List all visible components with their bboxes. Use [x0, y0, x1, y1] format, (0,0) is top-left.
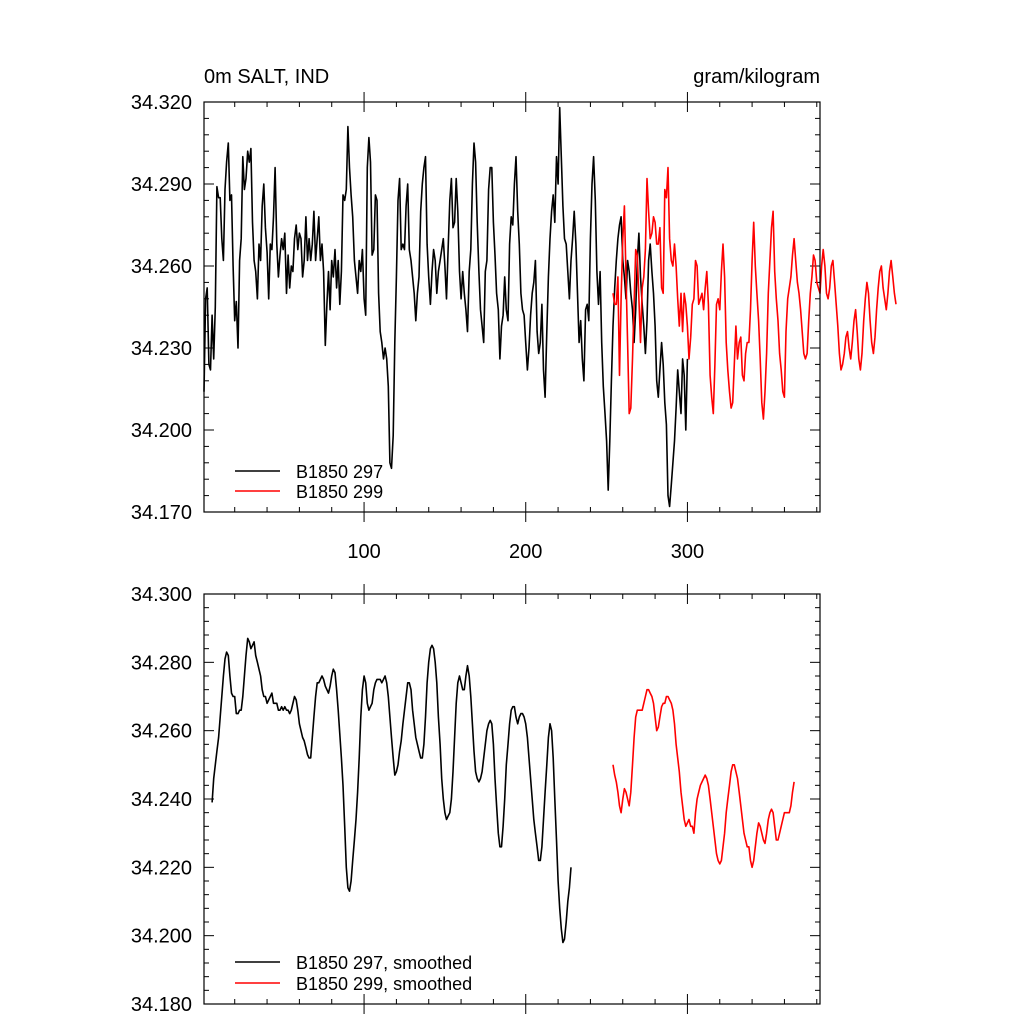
- chart-units: gram/kilogram: [693, 66, 820, 88]
- chart-title: 0m SALT, IND: [204, 66, 329, 88]
- y-tick-label: 34.180: [131, 994, 192, 1016]
- bottom-legend: B1850 297, smoothed B1850 299, smoothed: [235, 953, 472, 994]
- y-tick-label: 34.200: [131, 926, 192, 948]
- legend-label-b1850-299: B1850 299: [296, 482, 383, 502]
- y-tick-label: 34.170: [131, 502, 192, 524]
- bottom-series-line-b1850-297-smoothed: [211, 637, 572, 944]
- x-tick-label: 200: [509, 541, 542, 563]
- bottom-axis-ticks: 34.300 34.280 34.260 34.240 34.220 34.200 34.1…: [131, 584, 820, 1016]
- top-series-lines: [203, 106, 897, 508]
- x-tick-label: 300: [671, 541, 704, 563]
- y-tick-label: 34.290: [131, 174, 192, 196]
- y-tick-label: 34.300: [131, 584, 192, 606]
- y-tick-label: 34.320: [131, 92, 192, 114]
- legend-label-b1850-297-smoothed: B1850 297, smoothed: [296, 953, 472, 973]
- bottom-plot-frame: [203, 593, 821, 1005]
- y-tick-label: 34.280: [131, 652, 192, 674]
- y-tick-label: 34.240: [131, 789, 192, 811]
- y-tick-label: 34.200: [131, 420, 192, 442]
- top-axis-ticks: 34.320 34.290 34.260 34.230 34.200 34.170 100 2…: [131, 92, 820, 563]
- x-tick-label: 100: [347, 541, 380, 563]
- y-tick-label: 34.260: [131, 721, 192, 743]
- bottom-series-lines: [211, 637, 795, 944]
- top-series-line-b1850-297: [203, 106, 689, 508]
- y-tick-label: 34.230: [131, 338, 192, 360]
- y-tick-label: 34.220: [131, 857, 192, 879]
- top-series-line-b1850-299: [612, 166, 897, 420]
- top-plot-frame: [203, 101, 821, 513]
- top-legend: B1850 297 B1850 299: [235, 462, 383, 502]
- chart-top: 0m SALT, IND gram/kilogram 34.32034.2903…: [131, 66, 897, 563]
- legend-label-b1850-297: B1850 297: [296, 462, 383, 482]
- chart-bottom: 34.300 34.280 34.260 34.240 34.220 34.200 34.1…: [131, 584, 821, 1016]
- legend-label-b1850-299-smoothed: B1850 299, smoothed: [296, 974, 472, 994]
- bottom-series-line-b1850-299-smoothed: [612, 688, 795, 869]
- y-tick-label: 34.260: [131, 256, 192, 278]
